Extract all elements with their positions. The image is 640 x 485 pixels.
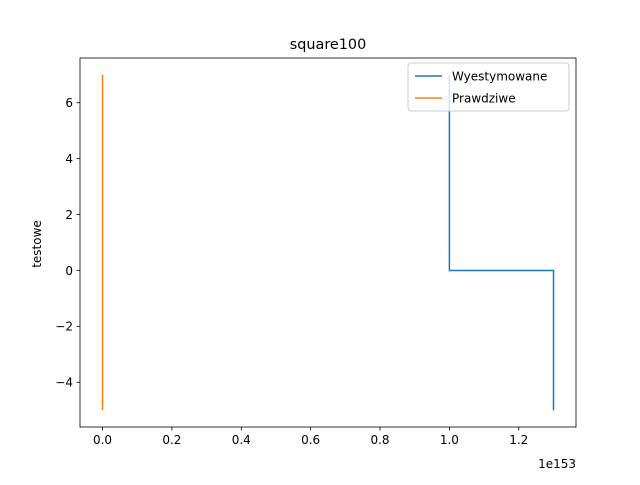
x-tick-label: 0.2 bbox=[162, 433, 181, 447]
chart-title: square100 bbox=[290, 37, 367, 53]
legend-label-1: Wyestymowane bbox=[452, 69, 547, 83]
legend: Wyestymowane Prawdziwe bbox=[407, 62, 570, 112]
series-line-1 bbox=[448, 74, 555, 411]
y-tick-label: 6 bbox=[65, 96, 73, 110]
y-tick-label: −4 bbox=[55, 376, 73, 390]
y-axis-label: testowe bbox=[30, 220, 44, 268]
x-tick-label: 0.4 bbox=[232, 433, 251, 447]
x-axis-offset-text: 1e153 bbox=[538, 457, 576, 471]
x-tick-label: 1.2 bbox=[509, 433, 528, 447]
x-tick-label: 0.0 bbox=[93, 433, 112, 447]
x-tick-label: 1.0 bbox=[440, 433, 459, 447]
axes-layer: 0.0 0.2 0.4 0.6 0.8 1.0 1.2 −4 −2 0 2 4 6 bbox=[55, 57, 577, 447]
legend-box bbox=[407, 62, 570, 112]
x-tick-label: 0.8 bbox=[370, 433, 389, 447]
legend-label-2: Prawdziwe bbox=[452, 91, 516, 105]
y-tick-label: 0 bbox=[65, 264, 73, 278]
plot-layer bbox=[101, 74, 555, 411]
y-tick-label: 4 bbox=[65, 152, 73, 166]
axes-frame bbox=[79, 57, 577, 428]
x-tick-label: 0.6 bbox=[301, 433, 320, 447]
y-tick-label: −2 bbox=[55, 320, 73, 334]
y-tick-label: 2 bbox=[65, 208, 73, 222]
